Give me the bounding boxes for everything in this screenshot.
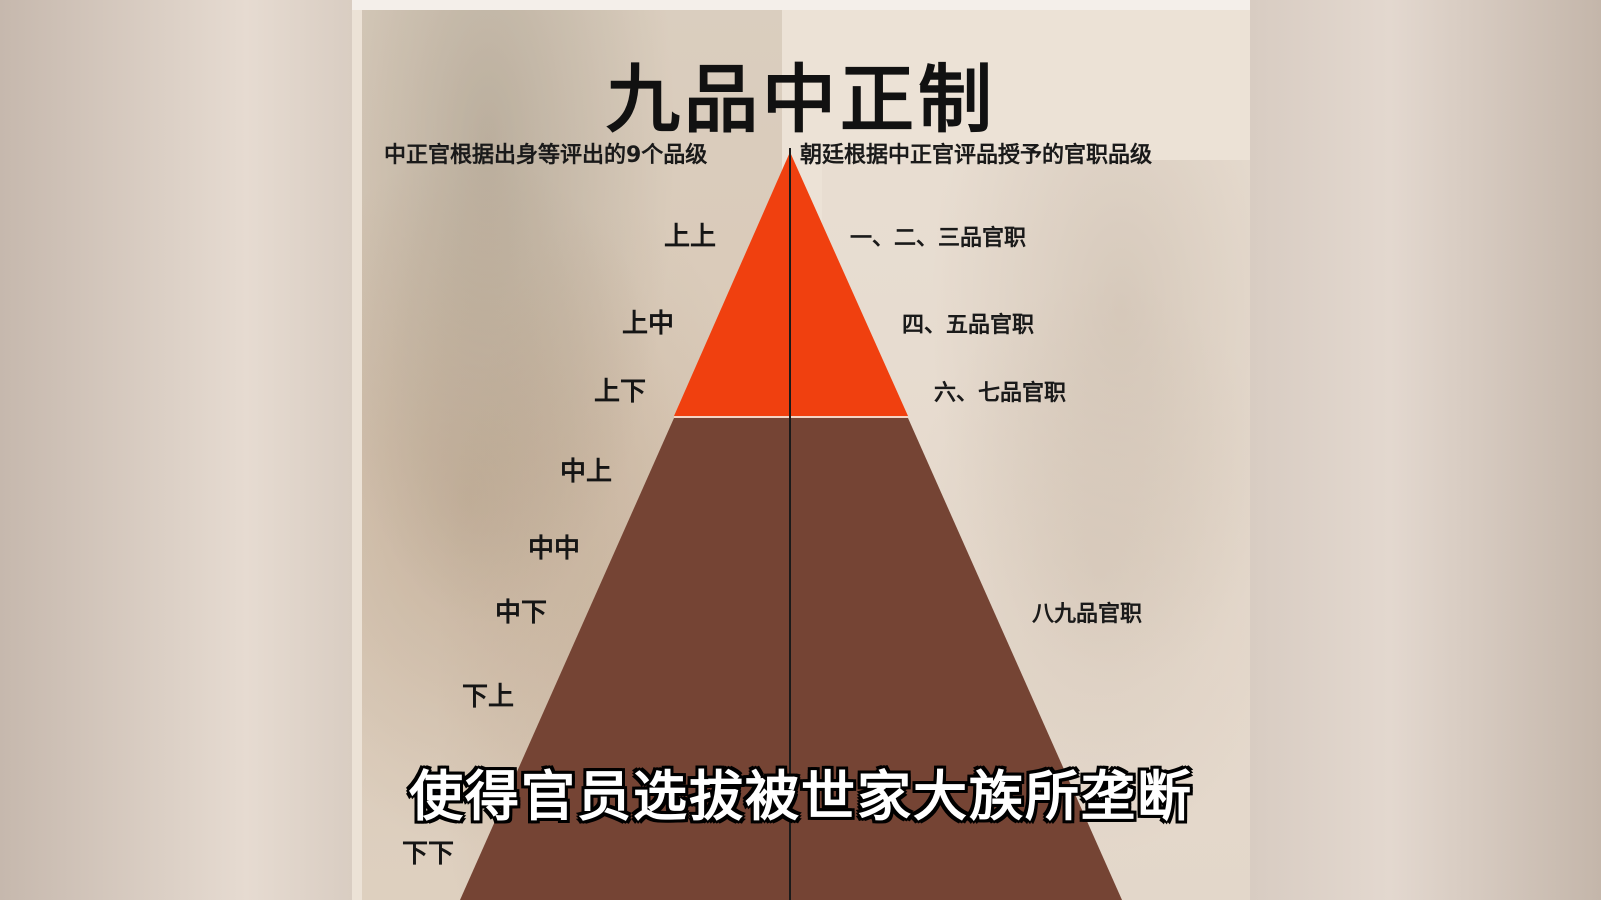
grade-label: 上下: [594, 377, 647, 407]
right-blur-background: [1250, 0, 1601, 900]
left-blur-background: [0, 0, 352, 900]
grade-label: 下下: [402, 839, 455, 869]
left-column-header: 中正官根据出身等评出的9个品级: [384, 143, 708, 168]
right-column-header: 朝廷根据中正官评品授予的官职品级: [800, 143, 1153, 168]
rank-label: 四、五品官职: [902, 313, 1035, 338]
grade-label: 中下: [495, 598, 548, 628]
rank-label: 六、七品官职: [934, 381, 1067, 406]
frame-top-border: [352, 0, 1250, 10]
grade-label: 上中: [622, 309, 675, 339]
grade-label: 中中: [528, 534, 581, 564]
video-subtitle-caption: 使得官员选拔被世家大族所垄断: [409, 765, 1193, 828]
grade-label: 上上: [664, 222, 717, 252]
rank-label: 一、二、三品官职: [850, 226, 1027, 251]
pyramid-diagram: [460, 148, 1122, 900]
video-frame: 九品中正制 中正官根据出身等评出的9个品级 朝廷根据中正官评品授予的官职品级 上…: [352, 0, 1250, 900]
grade-label: 中上: [560, 457, 613, 487]
grade-label: 下上: [462, 682, 515, 712]
diagram-title: 九品中正制: [606, 57, 996, 143]
rank-label: 八九品官职: [1032, 602, 1143, 627]
